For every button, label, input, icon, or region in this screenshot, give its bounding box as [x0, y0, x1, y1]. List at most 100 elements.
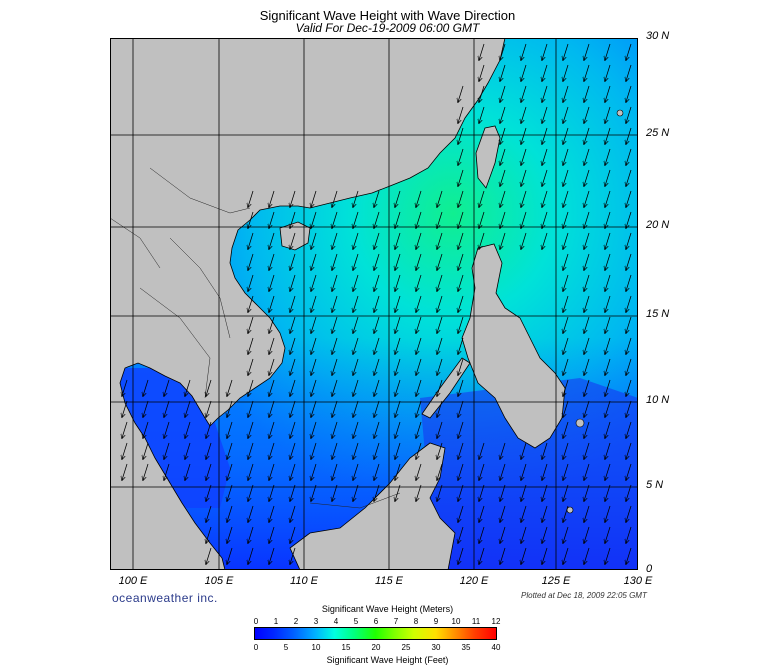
wave-arrow: [500, 232, 506, 249]
wave-arrow: [605, 421, 611, 438]
wave-arrow: [416, 253, 422, 270]
wave-arrow: [500, 106, 506, 123]
wave-arrow: [563, 232, 569, 249]
wave-arrow: [605, 547, 611, 564]
wave-arrow: [500, 547, 506, 564]
wave-arrow: [353, 463, 359, 480]
wave-arrow: [353, 484, 359, 501]
wave-arrow: [479, 232, 485, 249]
wave-arrow: [605, 295, 611, 312]
wave-arrow: [353, 211, 359, 228]
wave-arrow: [584, 295, 590, 312]
wave-arrow: [290, 190, 296, 207]
wave-arrow: [542, 547, 548, 564]
wave-arrow: [479, 463, 485, 480]
wave-arrow: [374, 358, 380, 375]
wave-arrow: [311, 232, 317, 249]
lat-label-20n: 20 N: [646, 219, 670, 231]
lat-label-5n: 5 N: [646, 479, 664, 491]
wave-arrow: [458, 484, 464, 501]
wave-arrow: [521, 85, 527, 102]
wave-arrow: [584, 127, 590, 144]
wave-arrow: [542, 526, 548, 543]
wave-arrow: [290, 379, 296, 396]
wave-arrow: [122, 442, 128, 459]
wave-arrow: [143, 379, 149, 396]
wave-arrow: [269, 337, 275, 354]
wave-arrow: [458, 400, 464, 417]
wave-arrow: [353, 253, 359, 270]
wave-arrow: [185, 442, 191, 459]
wave-arrow: [332, 358, 338, 375]
wave-arrow: [521, 190, 527, 207]
wave-arrow: [290, 211, 296, 228]
wave-arrow: [395, 274, 401, 291]
wave-arrow: [311, 400, 317, 417]
wave-arrow: [542, 442, 548, 459]
wave-arrow: [206, 442, 212, 459]
wave-arrow: [584, 379, 590, 396]
wave-arrow: [437, 232, 443, 249]
wave-arrow: [269, 211, 275, 228]
wave-arrow: [563, 274, 569, 291]
wave-arrow: [626, 43, 632, 60]
wave-arrow: [479, 64, 485, 81]
wave-arrow: [374, 463, 380, 480]
wave-arrow: [164, 463, 170, 480]
wave-arrow: [122, 379, 128, 396]
colorbar-tick-label: 5: [283, 643, 289, 652]
wave-arrow: [269, 232, 275, 249]
island: [566, 506, 574, 514]
wave-arrow: [563, 148, 569, 165]
wave-arrow: [395, 379, 401, 396]
wave-arrow: [605, 484, 611, 501]
wave-arrow: [563, 127, 569, 144]
wave-arrow: [269, 484, 275, 501]
wave-arrow: [479, 505, 485, 522]
wave-arrow: [290, 547, 296, 564]
colorbar-tick-label: 35: [461, 643, 471, 652]
wave-arrow: [458, 106, 464, 123]
wave-arrow: [311, 316, 317, 333]
wave-arrow: [374, 484, 380, 501]
wave-arrow: [269, 463, 275, 480]
lat-label-30n: 30 N: [646, 30, 670, 42]
colorbar-tick-label: 7: [393, 617, 399, 626]
colorbar-tick-label: 30: [431, 643, 441, 652]
wave-arrow: [290, 232, 296, 249]
wave-arrow: [626, 526, 632, 543]
colorbar-title-feet: Significant Wave Height (Feet): [326, 655, 449, 665]
wave-arrow: [521, 211, 527, 228]
wave-arrow: [290, 421, 296, 438]
wave-arrow: [605, 337, 611, 354]
wave-arrow: [626, 463, 632, 480]
wave-arrow: [626, 358, 632, 375]
wave-arrow: [584, 442, 590, 459]
wave-arrow: [500, 505, 506, 522]
lat-label-25n: 25 N: [646, 127, 670, 139]
wave-arrow: [584, 148, 590, 165]
lon-label-105e: 105 E: [204, 575, 234, 587]
colorbar-tick-label: 2: [293, 617, 299, 626]
wave-arrow: [479, 484, 485, 501]
wave-arrow: [395, 421, 401, 438]
wave-arrow: [605, 64, 611, 81]
colorbar-tick-label: 0: [253, 617, 259, 626]
wave-arrow: [542, 463, 548, 480]
borneo-island: [289, 442, 456, 570]
lon-label-125e: 125 E: [541, 575, 571, 587]
wave-arrow: [626, 484, 632, 501]
wave-arrow: [395, 442, 401, 459]
wave-arrow: [416, 337, 422, 354]
wave-arrow: [248, 316, 254, 333]
wave-arrow: [353, 379, 359, 396]
wave-arrow: [626, 211, 632, 228]
lon-label-110e: 110 E: [290, 575, 318, 587]
wave-direction-arrows: [122, 43, 632, 564]
wave-arrow: [353, 316, 359, 333]
wave-arrow: [584, 505, 590, 522]
wave-arrow: [500, 148, 506, 165]
wave-arrow: [437, 337, 443, 354]
wave-arrow: [563, 211, 569, 228]
colorbar-tick-label: 15: [341, 643, 351, 652]
